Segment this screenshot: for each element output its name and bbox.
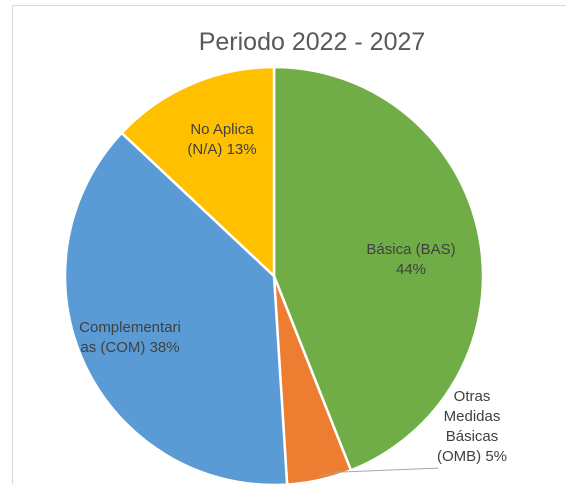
category-label: Otras Medidas Básicas (OMB): [436, 388, 501, 465]
data-label: Básica (BAS) 44%: [355, 240, 467, 280]
value-label: 38%: [149, 339, 180, 356]
chart-title: Periodo 2022 - 2027: [199, 28, 426, 56]
data-label: Complementarias (COM) 38%: [78, 318, 182, 358]
leader-line: [318, 467, 439, 477]
category-label: Básica (BAS): [366, 241, 456, 258]
value-label: 5%: [485, 448, 508, 465]
pie-slice: [63, 131, 289, 484]
category-label: No Aplica (N/A): [187, 121, 254, 158]
pie-slice: [119, 65, 276, 279]
category-label: Complementarias (COM): [79, 319, 181, 356]
data-label: Otras Medidas Básicas (OMB) 5%: [432, 387, 512, 467]
value-label: 44%: [395, 261, 427, 278]
pie-slice: [272, 65, 485, 472]
pie-slice: [272, 275, 353, 484]
value-label: 13%: [226, 141, 257, 158]
data-label: No Aplica (N/A) 13%: [172, 120, 272, 160]
